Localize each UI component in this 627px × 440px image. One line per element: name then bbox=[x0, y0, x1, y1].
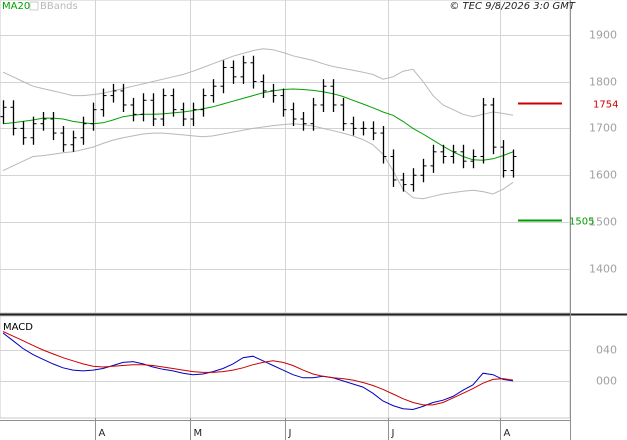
macd-title: MACD bbox=[3, 322, 33, 333]
y-tick-label: 040 bbox=[596, 344, 617, 357]
band-lower bbox=[2, 123, 514, 200]
legend-swatch bbox=[29, 1, 39, 11]
legend-bbands: BBands bbox=[40, 1, 78, 12]
y-tick-label: 1600 bbox=[589, 169, 617, 182]
y-tick-label: 000 bbox=[596, 375, 617, 388]
x-tick-label: A bbox=[99, 428, 106, 439]
x-tick-label: J bbox=[391, 428, 395, 439]
y-tick-label: 1800 bbox=[589, 76, 617, 89]
y-tick-label: 1500 bbox=[589, 216, 617, 229]
ma-line bbox=[2, 88, 514, 161]
x-tick-label: A bbox=[504, 428, 511, 439]
macd-line bbox=[2, 331, 514, 406]
y-tick-label: 1900 bbox=[589, 29, 617, 42]
level-label: 1505 bbox=[569, 217, 594, 228]
y-tick-label: 1400 bbox=[589, 263, 617, 276]
y-tick-label: 1700 bbox=[589, 122, 617, 135]
level-label: 1754 bbox=[593, 100, 618, 111]
x-tick-label: M bbox=[194, 428, 203, 439]
x-tick-label: J bbox=[288, 428, 292, 439]
band-upper bbox=[2, 48, 514, 118]
legend-ma20: MA20 bbox=[2, 1, 30, 12]
source: © TEC 9/8/2026 3:0 GMT bbox=[449, 1, 576, 12]
